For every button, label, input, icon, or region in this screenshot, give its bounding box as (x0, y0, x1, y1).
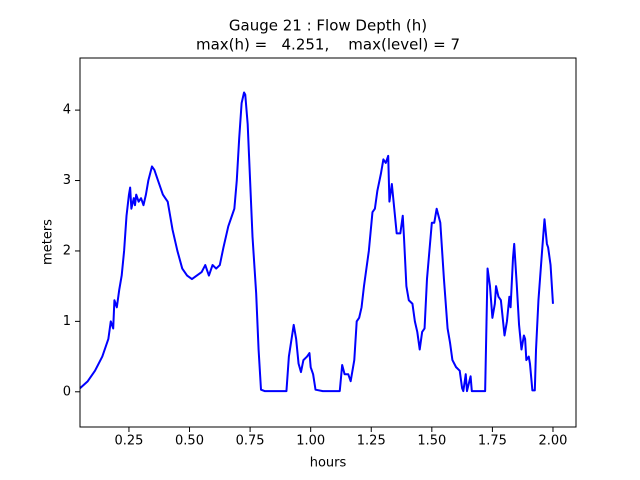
y-tick-label: 3 (63, 173, 71, 188)
data-line (79, 91, 554, 393)
y-tick-label: 1 (63, 314, 71, 329)
x-tick-label: 0.25 (114, 434, 143, 449)
x-axis-label: hours (310, 456, 347, 471)
chart-title: Gauge 21 : Flow Depth (h) (229, 17, 427, 35)
x-tick-label: 1.25 (357, 434, 386, 449)
x-tick-label: 1.00 (296, 434, 325, 449)
y-axis-label: meters (41, 219, 56, 265)
x-tick-label: 2.00 (539, 434, 568, 449)
x-tick-label: 1.75 (478, 434, 507, 449)
y-tick-label: 2 (63, 243, 71, 258)
plot-frame (79, 57, 577, 428)
x-tick-label: 0.50 (175, 434, 204, 449)
chart-subtitle: max(h) = 4.251, max(level) = 7 (196, 36, 460, 54)
y-tick-label: 0 (63, 384, 71, 399)
x-tick-label: 1.50 (417, 434, 446, 449)
x-tick-label: 0.75 (236, 434, 265, 449)
y-tick-label: 4 (63, 103, 71, 118)
